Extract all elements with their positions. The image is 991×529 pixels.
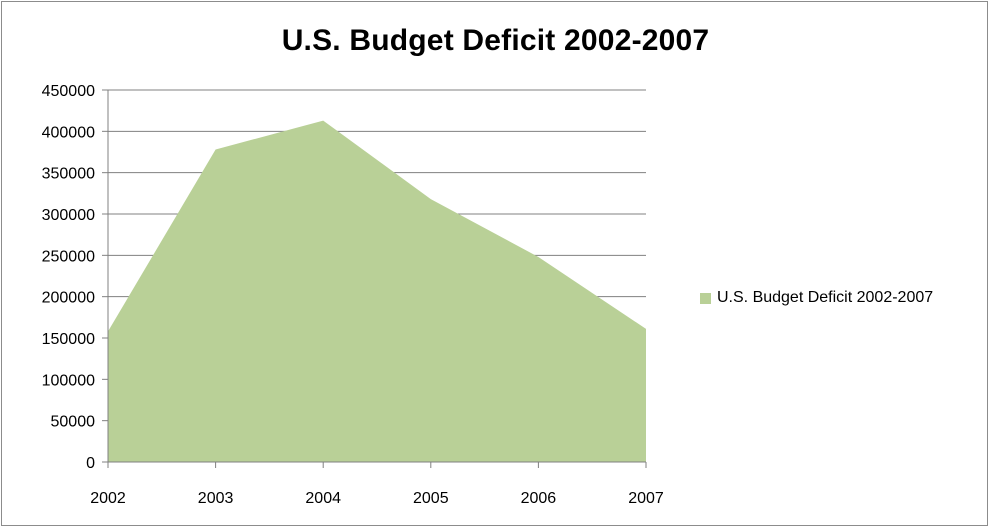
x-tick-label: 2003	[198, 490, 234, 507]
chart-title: U.S. Budget Deficit 2002-2007	[281, 24, 710, 57]
legend-swatch	[700, 292, 711, 304]
x-tick-label: 2004	[305, 490, 341, 507]
area-layer	[108, 120, 646, 462]
y-tick-label: 100000	[42, 372, 95, 389]
x-tick-label: 2007	[628, 490, 664, 507]
axis-layer	[102, 89, 647, 468]
y-tick-label: 0	[86, 455, 95, 472]
x-tick-label: 2005	[413, 490, 449, 507]
y-tick-label: 50000	[51, 414, 96, 431]
legend: U.S. Budget Deficit 2002-2007	[700, 289, 933, 307]
area-series	[108, 120, 646, 462]
x-tick-label: 2006	[521, 490, 557, 507]
y-tick-label: 300000	[42, 207, 95, 224]
y-tick-label: 400000	[42, 124, 95, 141]
x-tick-label: 2002	[90, 490, 126, 507]
y-tick-label: 450000	[42, 83, 95, 100]
label-layer: 0 50000 100000 150000 200000 250000 300000 3500…	[42, 83, 664, 507]
y-tick-label: 250000	[42, 248, 95, 265]
legend-label: U.S. Budget Deficit 2002-2007	[717, 289, 934, 306]
y-tick-label: 200000	[42, 290, 95, 307]
y-tick-label: 350000	[42, 166, 95, 183]
y-tick-label: 150000	[42, 331, 95, 348]
